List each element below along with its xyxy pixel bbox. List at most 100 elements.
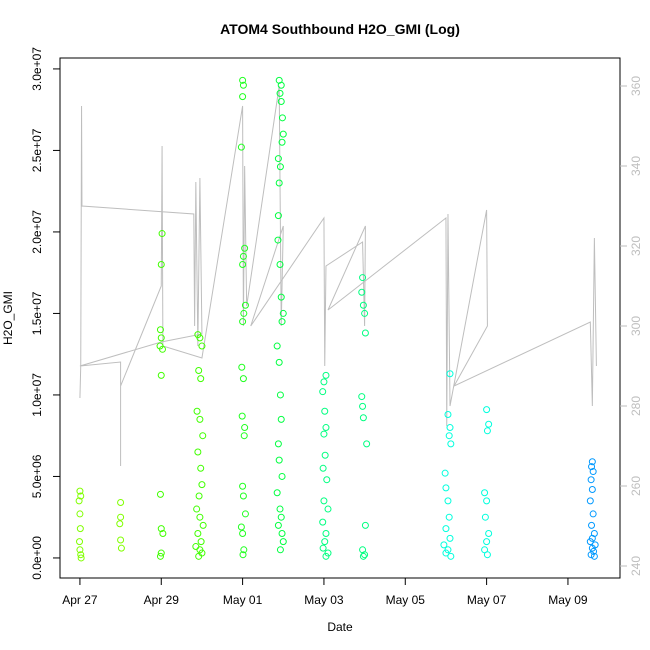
point xyxy=(483,406,491,414)
point xyxy=(239,81,247,89)
point xyxy=(195,366,203,374)
point xyxy=(156,490,164,498)
point xyxy=(199,521,207,529)
point xyxy=(319,464,327,472)
point xyxy=(194,448,202,456)
point xyxy=(322,529,330,537)
point xyxy=(195,492,203,500)
point xyxy=(116,520,124,528)
point xyxy=(483,497,491,505)
point xyxy=(117,544,125,552)
point xyxy=(319,544,327,552)
point xyxy=(274,521,282,529)
point xyxy=(194,529,202,537)
y2-tick-label: 280 xyxy=(629,396,643,416)
point xyxy=(197,538,205,546)
point xyxy=(276,89,284,97)
point xyxy=(277,81,285,89)
y-axis-label: H2O_GMI xyxy=(1,291,15,345)
point xyxy=(241,510,249,518)
point xyxy=(76,546,84,554)
point xyxy=(157,549,165,557)
point xyxy=(158,345,166,353)
y-tick-label: 1.0e+07 xyxy=(30,373,44,417)
point xyxy=(117,499,125,507)
point xyxy=(446,534,454,542)
point xyxy=(587,551,595,559)
point xyxy=(586,538,594,546)
point xyxy=(240,432,248,440)
point xyxy=(445,432,453,440)
point xyxy=(199,432,207,440)
point xyxy=(274,155,282,163)
point xyxy=(321,407,329,415)
point xyxy=(359,274,367,282)
point xyxy=(157,525,165,533)
point xyxy=(588,485,596,493)
point xyxy=(359,402,367,410)
y-tick-label: 2.0e+07 xyxy=(30,210,44,254)
point xyxy=(444,411,452,419)
point xyxy=(238,363,246,371)
point xyxy=(239,93,247,101)
point xyxy=(198,481,206,489)
point xyxy=(319,388,327,396)
point xyxy=(320,378,328,386)
point xyxy=(237,143,245,151)
point xyxy=(483,551,491,559)
x-tick-label: May 09 xyxy=(548,593,588,607)
point xyxy=(196,513,204,521)
point xyxy=(117,536,125,544)
x-tick-label: Apr 27 xyxy=(62,593,98,607)
point xyxy=(76,525,84,533)
point xyxy=(359,414,367,422)
point xyxy=(117,513,125,521)
point xyxy=(193,505,201,513)
point xyxy=(442,484,450,492)
point xyxy=(359,552,367,560)
point xyxy=(361,329,369,337)
point xyxy=(197,464,205,472)
point xyxy=(359,301,367,309)
point xyxy=(77,551,85,559)
point xyxy=(279,309,287,317)
point xyxy=(588,521,596,529)
point xyxy=(274,440,282,448)
point xyxy=(76,487,84,495)
chart-title: ATOM4 Southbound H2O_GMI (Log) xyxy=(220,21,460,37)
point xyxy=(481,489,489,497)
point xyxy=(239,318,247,326)
point xyxy=(241,301,249,309)
point xyxy=(481,513,489,521)
point xyxy=(273,342,281,350)
point xyxy=(157,371,165,379)
point xyxy=(241,424,249,432)
point xyxy=(275,179,283,187)
y2-tick-label: 320 xyxy=(629,236,643,256)
point xyxy=(278,114,286,122)
point xyxy=(361,309,369,317)
y-tick-label: 0.0e+00 xyxy=(30,536,44,580)
y2-tick-label: 240 xyxy=(629,556,643,576)
point xyxy=(322,424,330,432)
point xyxy=(239,252,247,260)
point xyxy=(76,538,84,546)
point xyxy=(587,476,595,484)
point xyxy=(358,393,366,401)
point xyxy=(447,552,455,560)
x-tick-label: May 01 xyxy=(223,593,263,607)
point xyxy=(239,551,247,559)
point xyxy=(589,468,597,476)
point xyxy=(447,440,455,448)
point xyxy=(239,375,247,383)
y2-tick-label: 300 xyxy=(629,316,643,336)
point xyxy=(197,375,205,383)
point xyxy=(273,489,281,497)
point xyxy=(275,358,283,366)
point xyxy=(240,309,248,317)
point xyxy=(322,371,330,379)
point xyxy=(276,505,284,513)
point xyxy=(239,529,247,537)
point xyxy=(274,236,282,244)
point xyxy=(76,510,84,518)
